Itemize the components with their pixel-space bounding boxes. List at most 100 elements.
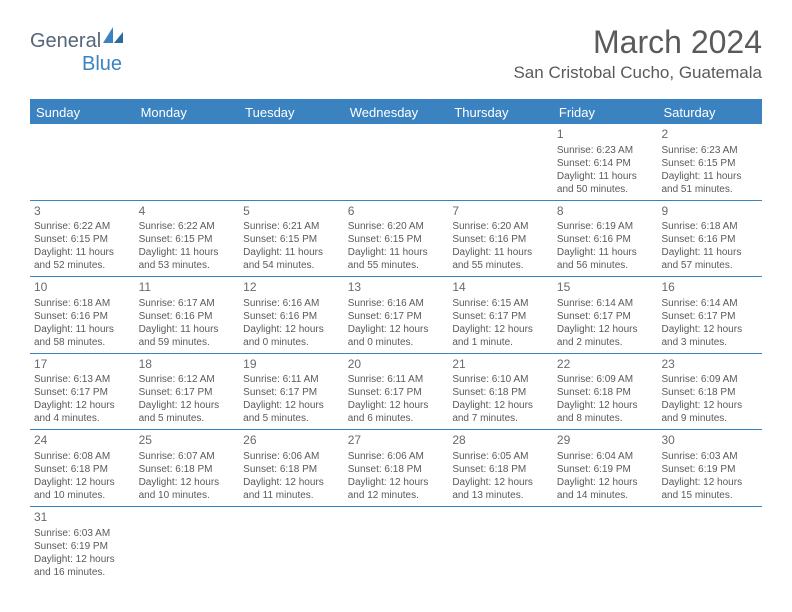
day-number: 18	[139, 357, 236, 373]
sunset-text: Sunset: 6:18 PM	[557, 386, 654, 399]
sunset-text: Sunset: 6:17 PM	[139, 386, 236, 399]
sunset-text: Sunset: 6:18 PM	[452, 386, 549, 399]
day-cell: 4Sunrise: 6:22 AMSunset: 6:15 PMDaylight…	[135, 201, 240, 277]
sunrise-text: Sunrise: 6:22 AM	[34, 220, 131, 233]
month-title: March 2024	[513, 24, 762, 61]
day-number: 27	[348, 433, 445, 449]
day-cell	[135, 124, 240, 200]
sunset-text: Sunset: 6:17 PM	[243, 386, 340, 399]
sunset-text: Sunset: 6:15 PM	[34, 233, 131, 246]
day-cell: 22Sunrise: 6:09 AMSunset: 6:18 PMDayligh…	[553, 354, 658, 430]
sunrise-text: Sunrise: 6:19 AM	[557, 220, 654, 233]
weekday-sat: Saturday	[657, 101, 762, 124]
daylight-text: Daylight: 11 hours and 53 minutes.	[139, 246, 236, 272]
day-number: 29	[557, 433, 654, 449]
day-number: 14	[452, 280, 549, 296]
sunrise-text: Sunrise: 6:10 AM	[452, 373, 549, 386]
sunset-text: Sunset: 6:17 PM	[348, 310, 445, 323]
day-cell: 29Sunrise: 6:04 AMSunset: 6:19 PMDayligh…	[553, 430, 658, 506]
logo-general: General	[30, 30, 101, 52]
day-cell: 3Sunrise: 6:22 AMSunset: 6:15 PMDaylight…	[30, 201, 135, 277]
day-cell: 26Sunrise: 6:06 AMSunset: 6:18 PMDayligh…	[239, 430, 344, 506]
daylight-text: Daylight: 12 hours and 13 minutes.	[452, 476, 549, 502]
sunset-text: Sunset: 6:18 PM	[348, 463, 445, 476]
sunset-text: Sunset: 6:18 PM	[661, 386, 758, 399]
day-cell: 13Sunrise: 6:16 AMSunset: 6:17 PMDayligh…	[344, 277, 449, 353]
day-number: 20	[348, 357, 445, 373]
daylight-text: Daylight: 12 hours and 10 minutes.	[139, 476, 236, 502]
weekday-tue: Tuesday	[239, 101, 344, 124]
day-cell	[344, 124, 449, 200]
sunrise-text: Sunrise: 6:09 AM	[661, 373, 758, 386]
day-cell	[135, 507, 240, 583]
day-cell: 12Sunrise: 6:16 AMSunset: 6:16 PMDayligh…	[239, 277, 344, 353]
daylight-text: Daylight: 11 hours and 58 minutes.	[34, 323, 131, 349]
daylight-text: Daylight: 12 hours and 1 minute.	[452, 323, 549, 349]
sunset-text: Sunset: 6:17 PM	[348, 386, 445, 399]
day-cell: 17Sunrise: 6:13 AMSunset: 6:17 PMDayligh…	[30, 354, 135, 430]
day-number: 6	[348, 204, 445, 220]
sunrise-text: Sunrise: 6:08 AM	[34, 450, 131, 463]
weekday-wed: Wednesday	[344, 101, 449, 124]
day-cell: 24Sunrise: 6:08 AMSunset: 6:18 PMDayligh…	[30, 430, 135, 506]
sunrise-text: Sunrise: 6:17 AM	[139, 297, 236, 310]
weekday-fri: Friday	[553, 101, 658, 124]
sunset-text: Sunset: 6:16 PM	[661, 233, 758, 246]
week-row: 24Sunrise: 6:08 AMSunset: 6:18 PMDayligh…	[30, 430, 762, 507]
location: San Cristobal Cucho, Guatemala	[513, 63, 762, 83]
sunset-text: Sunset: 6:17 PM	[34, 386, 131, 399]
sunrise-text: Sunrise: 6:12 AM	[139, 373, 236, 386]
sunset-text: Sunset: 6:17 PM	[452, 310, 549, 323]
sunset-text: Sunset: 6:17 PM	[661, 310, 758, 323]
day-cell	[448, 124, 553, 200]
week-row: 10Sunrise: 6:18 AMSunset: 6:16 PMDayligh…	[30, 277, 762, 354]
day-cell	[448, 507, 553, 583]
day-number: 26	[243, 433, 340, 449]
sunrise-text: Sunrise: 6:16 AM	[243, 297, 340, 310]
week-row: 31Sunrise: 6:03 AMSunset: 6:19 PMDayligh…	[30, 507, 762, 583]
daylight-text: Daylight: 11 hours and 52 minutes.	[34, 246, 131, 272]
daylight-text: Daylight: 12 hours and 5 minutes.	[139, 399, 236, 425]
day-number: 10	[34, 280, 131, 296]
sunrise-text: Sunrise: 6:11 AM	[348, 373, 445, 386]
day-number: 9	[661, 204, 758, 220]
sunrise-text: Sunrise: 6:05 AM	[452, 450, 549, 463]
sunset-text: Sunset: 6:16 PM	[452, 233, 549, 246]
daylight-text: Daylight: 12 hours and 14 minutes.	[557, 476, 654, 502]
day-cell: 8Sunrise: 6:19 AMSunset: 6:16 PMDaylight…	[553, 201, 658, 277]
sunset-text: Sunset: 6:18 PM	[139, 463, 236, 476]
day-number: 5	[243, 204, 340, 220]
daylight-text: Daylight: 11 hours and 50 minutes.	[557, 170, 654, 196]
day-number: 31	[34, 510, 131, 526]
sunrise-text: Sunrise: 6:16 AM	[348, 297, 445, 310]
day-cell: 21Sunrise: 6:10 AMSunset: 6:18 PMDayligh…	[448, 354, 553, 430]
sunrise-text: Sunrise: 6:18 AM	[34, 297, 131, 310]
sunrise-text: Sunrise: 6:20 AM	[348, 220, 445, 233]
day-number: 21	[452, 357, 549, 373]
sunrise-text: Sunrise: 6:23 AM	[661, 144, 758, 157]
daylight-text: Daylight: 11 hours and 56 minutes.	[557, 246, 654, 272]
day-cell	[344, 507, 449, 583]
day-number: 15	[557, 280, 654, 296]
daylight-text: Daylight: 12 hours and 9 minutes.	[661, 399, 758, 425]
day-number: 22	[557, 357, 654, 373]
daylight-text: Daylight: 12 hours and 0 minutes.	[243, 323, 340, 349]
day-number: 11	[139, 280, 236, 296]
sunrise-text: Sunrise: 6:11 AM	[243, 373, 340, 386]
sunrise-text: Sunrise: 6:21 AM	[243, 220, 340, 233]
sunset-text: Sunset: 6:18 PM	[34, 463, 131, 476]
day-number: 8	[557, 204, 654, 220]
day-cell: 30Sunrise: 6:03 AMSunset: 6:19 PMDayligh…	[657, 430, 762, 506]
sunset-text: Sunset: 6:15 PM	[243, 233, 340, 246]
weekday-thu: Thursday	[448, 101, 553, 124]
sunrise-text: Sunrise: 6:22 AM	[139, 220, 236, 233]
sunrise-text: Sunrise: 6:23 AM	[557, 144, 654, 157]
daylight-text: Daylight: 11 hours and 51 minutes.	[661, 170, 758, 196]
sunset-text: Sunset: 6:19 PM	[34, 540, 131, 553]
sunrise-text: Sunrise: 6:15 AM	[452, 297, 549, 310]
day-cell: 5Sunrise: 6:21 AMSunset: 6:15 PMDaylight…	[239, 201, 344, 277]
day-cell: 23Sunrise: 6:09 AMSunset: 6:18 PMDayligh…	[657, 354, 762, 430]
day-cell: 1Sunrise: 6:23 AMSunset: 6:14 PMDaylight…	[553, 124, 658, 200]
week-row: 17Sunrise: 6:13 AMSunset: 6:17 PMDayligh…	[30, 354, 762, 431]
header: General Blue March 2024 San Cristobal Cu…	[0, 0, 792, 89]
